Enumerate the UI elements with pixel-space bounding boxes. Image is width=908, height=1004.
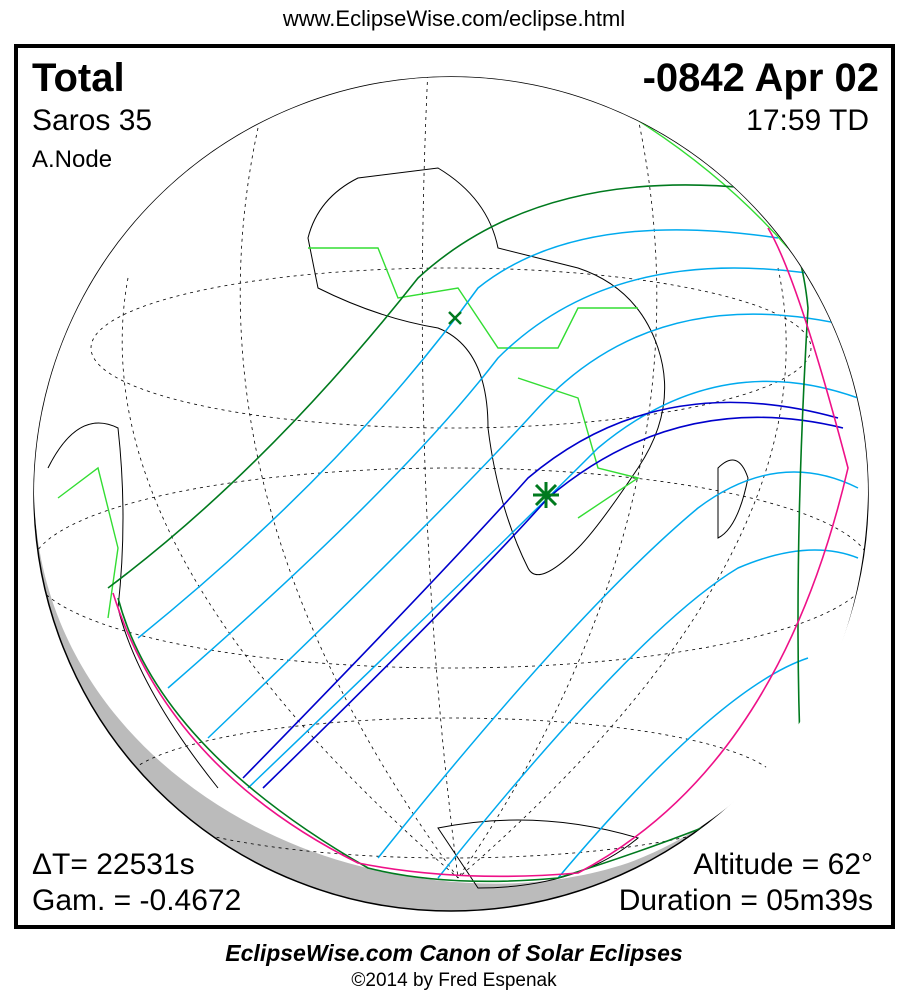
eclipse-type: Total (32, 56, 125, 100)
rise-set-curve (112, 227, 849, 878)
eclipse-time: 17:59 TD (746, 104, 869, 137)
partial-eclipse-lines (137, 229, 859, 879)
gamma: Gam. = -0.4672 (32, 884, 242, 917)
footer-title: EclipseWise.com Canon of Solar Eclipses (225, 940, 683, 966)
coastlines (47, 167, 749, 889)
footer-copyright: ©2014 by Fred Espenak (351, 970, 557, 991)
day-side (34, 77, 868, 884)
source-url: www.EclipseWise.com/eclipse.html (282, 6, 626, 31)
saros-number: Saros 35 (32, 104, 153, 137)
sun-altitude: Altitude = 62° (693, 848, 873, 881)
map-frame: Total Saros 35 A.Node -0842 Apr 02 17:59… (14, 44, 895, 929)
greatest-eclipse-marker (533, 482, 559, 508)
duration: Duration = 05m39s (618, 884, 873, 917)
node: A.Node (32, 146, 113, 173)
sub-solar-marker (448, 311, 462, 325)
globe-map (33, 76, 869, 912)
eclipse-date: -0842 Apr 02 (642, 56, 879, 100)
delta-t: ΔT= 22531s (32, 848, 195, 881)
